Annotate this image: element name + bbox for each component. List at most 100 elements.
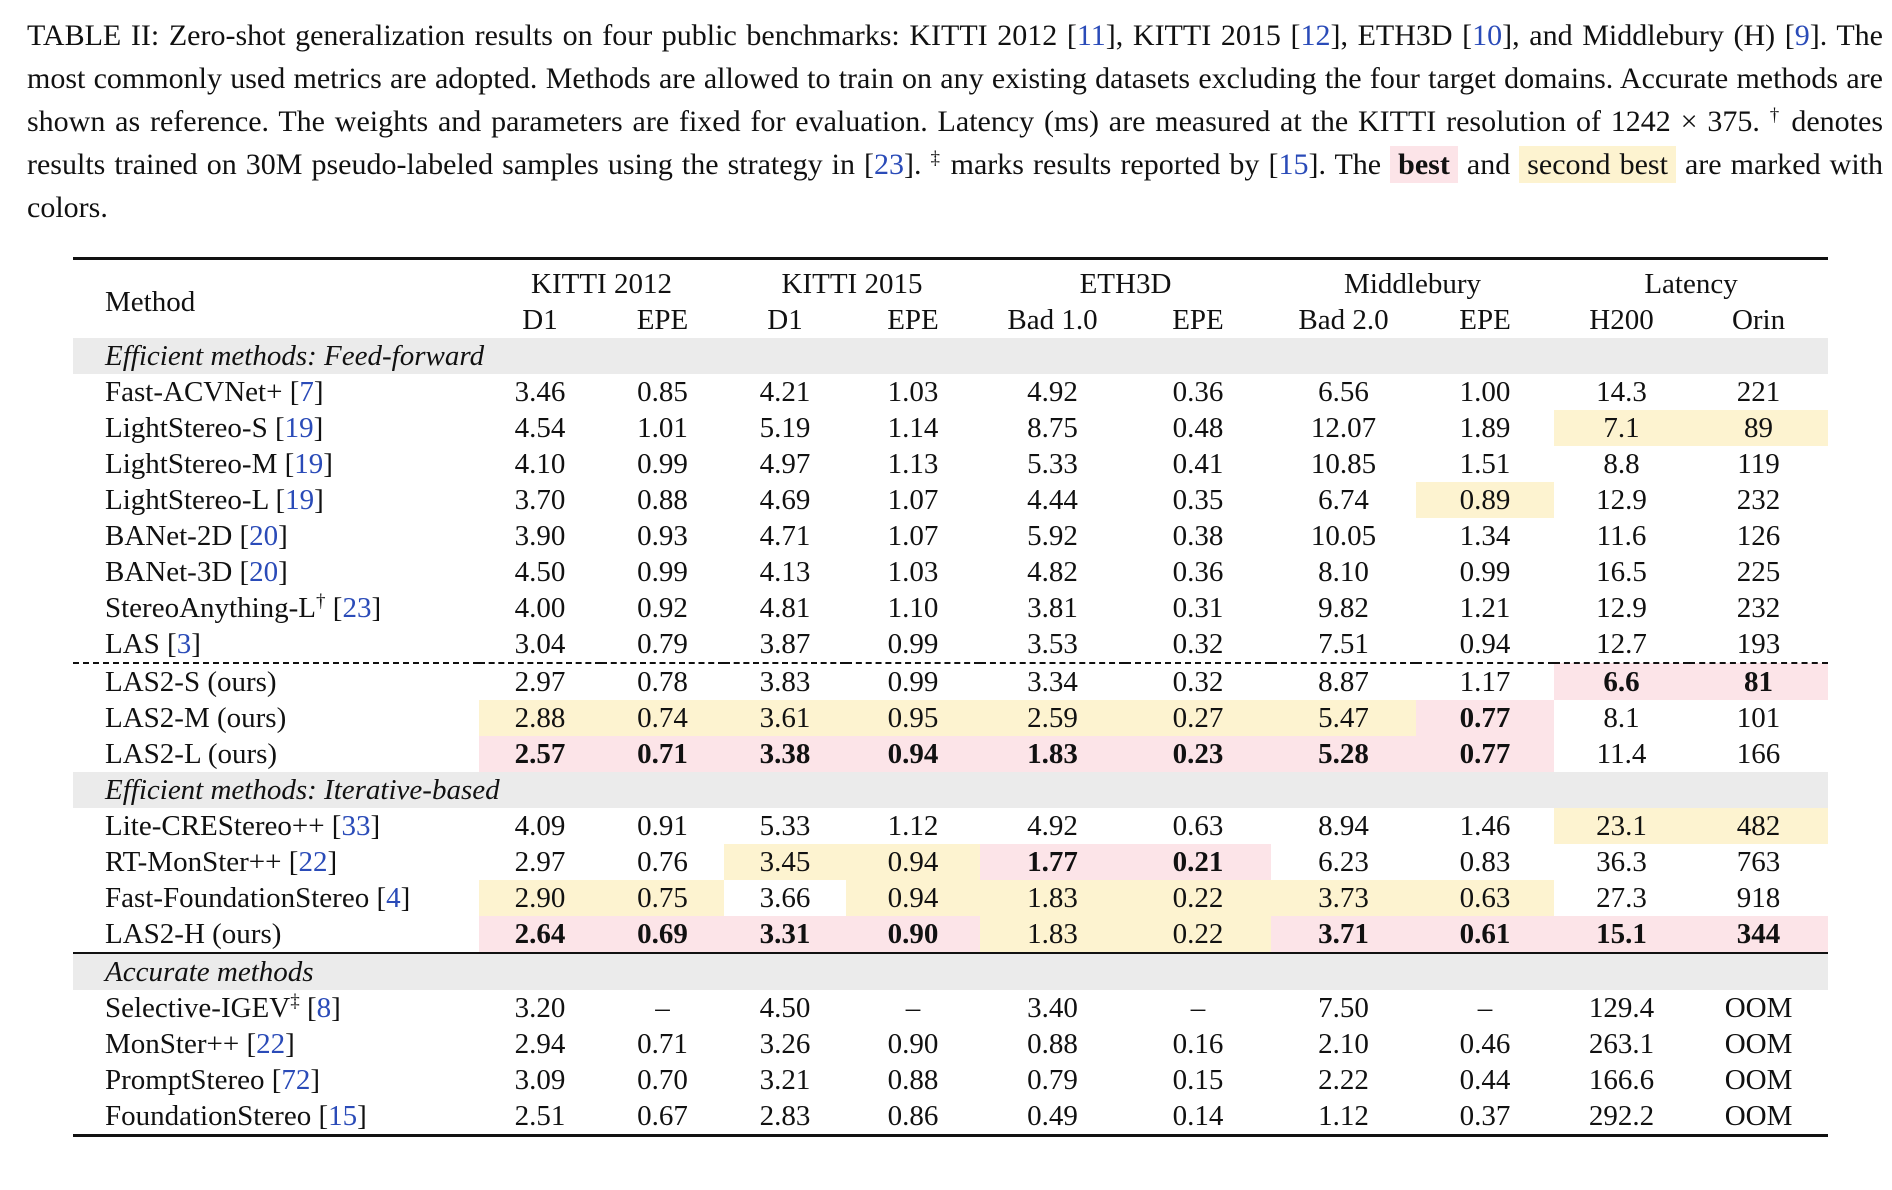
text: ] xyxy=(331,991,341,1024)
column-header: EPE xyxy=(887,303,939,336)
value-cell: 4.92 xyxy=(1027,809,1078,842)
value-cell: 1.01 xyxy=(637,411,688,444)
value-cell: 2.59 xyxy=(980,700,1125,736)
cite-text: 20 xyxy=(249,519,279,552)
column-header: D1 xyxy=(767,303,803,336)
value-cell: 0.83 xyxy=(1459,845,1511,878)
value-cell: 3.21 xyxy=(759,1063,811,1096)
value-cell: 23.1 xyxy=(1554,808,1690,844)
value-cell: 5.47 xyxy=(1271,700,1417,736)
value-cell: 10.85 xyxy=(1310,447,1377,480)
cite-text: 20 xyxy=(249,555,279,588)
column-header: Bad 1.0 xyxy=(1007,303,1098,336)
value-cell: 0.90 xyxy=(846,916,980,953)
value-cell: 0.35 xyxy=(1172,483,1224,516)
value-cell: 918 xyxy=(1736,881,1781,914)
value-cell: 0.99 xyxy=(887,627,939,660)
text: ] xyxy=(278,519,288,552)
cite-text: 7 xyxy=(299,375,314,408)
text: Fast-ACVNet+ [ xyxy=(105,375,300,408)
text: marks results reported by [ xyxy=(941,148,1279,181)
method-cell: LightStereo-L [19] xyxy=(73,482,479,518)
text: LightStereo-M [ xyxy=(105,447,295,480)
text: ] xyxy=(191,627,201,660)
value-cell: 2.97 xyxy=(514,845,566,878)
value-cell: 6.56 xyxy=(1318,375,1369,408)
value-cell: 0.38 xyxy=(1172,519,1224,552)
data-row: BANet-3D [20] 4.50 0.99 4.13 1.03 4.82 0.36 8.1… xyxy=(73,554,1828,590)
value-cell: 3.71 xyxy=(1271,916,1417,953)
value-cell: 1.07 xyxy=(887,519,939,552)
data-row: Fast-FoundationStereo [4] 2.90 0.75 3.66 0.9… xyxy=(73,880,1828,916)
value-cell: 0.92 xyxy=(637,591,688,624)
value-cell: 4.50 xyxy=(514,555,566,588)
cite-text: 33 xyxy=(341,809,371,842)
value-cell: 3.90 xyxy=(514,519,566,552)
method-cell: LAS2-M (ours) xyxy=(73,700,479,736)
text: RT-MonSter++ [ xyxy=(105,845,299,878)
value-cell: 0.46 xyxy=(1459,1027,1511,1060)
value-cell: 0.99 xyxy=(637,555,688,588)
value-cell: 27.3 xyxy=(1596,881,1647,914)
value-cell: 5.28 xyxy=(1271,736,1417,772)
cite-text: 10 xyxy=(1472,19,1503,52)
value-cell: 2.22 xyxy=(1318,1063,1369,1096)
value-cell: – xyxy=(1477,991,1493,1024)
value-cell: 9.82 xyxy=(1318,591,1369,624)
data-row: LAS2-H (ours) 2.64 0.69 3.31 0.90 1.83 0.22 3.7… xyxy=(73,916,1829,953)
data-row: LAS2-S (ours) 2.97 0.78 3.83 0.99 3.34 0.32 8.8… xyxy=(73,662,1829,700)
value-cell: 3.66 xyxy=(759,881,811,914)
value-cell: 1.89 xyxy=(1459,411,1511,444)
value-cell: 344 xyxy=(1689,916,1829,953)
value-cell: 0.14 xyxy=(1172,1099,1224,1132)
value-cell: 232 xyxy=(1736,591,1781,624)
value-cell: 2.88 xyxy=(479,700,601,736)
value-cell: 3.20 xyxy=(514,991,566,1024)
value-cell: 0.94 xyxy=(846,736,980,772)
text: LightStereo-S [ xyxy=(105,411,285,444)
method-cell: BANet-2D [20] xyxy=(73,518,479,554)
sup-text: ‡ xyxy=(290,990,300,1012)
column-header: EPE xyxy=(1172,303,1224,336)
text: ] xyxy=(313,375,324,408)
value-cell: 0.36 xyxy=(1172,555,1224,588)
value-cell: 1.46 xyxy=(1459,809,1511,842)
cite-text: 19 xyxy=(294,447,324,480)
value-cell: 763 xyxy=(1736,845,1781,878)
value-cell: 4.00 xyxy=(514,591,566,624)
text: [ xyxy=(299,991,317,1024)
value-cell: 12.07 xyxy=(1310,411,1377,444)
data-row: LightStereo-M [19] 4.10 0.99 4.97 1.13 5.33 0.… xyxy=(73,446,1828,482)
value-cell: 0.44 xyxy=(1459,1063,1511,1096)
value-cell: 0.89 xyxy=(1416,482,1555,518)
value-cell: 12.7 xyxy=(1596,627,1647,660)
value-cell: 0.94 xyxy=(846,880,980,916)
data-row: Lite-CREStereo++ [33] 4.09 0.91 5.33 1.12 4.9… xyxy=(73,808,1829,844)
text: ] xyxy=(313,411,324,444)
data-row: BANet-2D [20] 3.90 0.93 4.71 1.07 5.92 0.38 10.… xyxy=(73,518,1828,554)
value-cell: 1.83 xyxy=(980,916,1125,953)
value-cell: 0.79 xyxy=(1027,1063,1078,1096)
text: Fast-FoundationStereo [ xyxy=(105,881,387,914)
value-cell: 2.97 xyxy=(479,662,601,700)
value-cell: 8.1 xyxy=(1603,701,1640,734)
value-cell: 0.77 xyxy=(1416,700,1555,736)
data-row: LightStereo-L [19] 3.70 0.88 4.69 1.07 4.44 0.… xyxy=(73,482,1828,518)
value-cell: 166 xyxy=(1736,737,1781,770)
value-cell: 119 xyxy=(1737,447,1780,480)
text: ] xyxy=(327,845,338,878)
data-row: LAS2-M (ours) 2.88 0.74 3.61 0.95 2.59 0.27 5.4… xyxy=(73,700,1828,736)
text: ], KITTI 2015 [ xyxy=(1105,19,1301,52)
column-header: D1 xyxy=(522,303,558,336)
value-cell: 0.63 xyxy=(1416,880,1555,916)
value-cell: 4.81 xyxy=(759,591,811,624)
value-cell: 1.83 xyxy=(980,880,1125,916)
value-cell: 10.05 xyxy=(1310,519,1377,552)
value-cell: 0.91 xyxy=(637,809,688,842)
value-cell: 0.88 xyxy=(1027,1027,1078,1060)
text: ] xyxy=(278,555,288,588)
section-title: Efficient methods: Feed-forward xyxy=(73,338,1829,374)
value-cell: 3.61 xyxy=(724,700,846,736)
value-cell: 225 xyxy=(1736,555,1781,588)
section-row: Accurate methods xyxy=(73,952,1829,990)
